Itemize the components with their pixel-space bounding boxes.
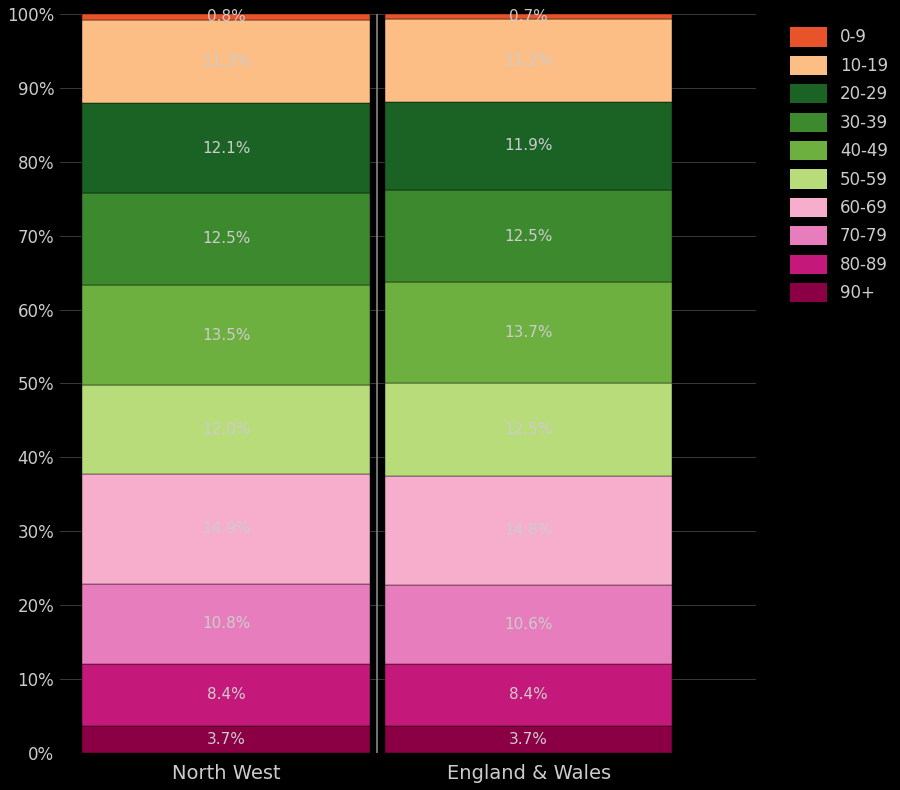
Bar [385, 725, 672, 753]
Text: 14.8%: 14.8% [505, 523, 553, 538]
Legend: 0-9, 10-19, 20-29, 30-39, 40-49, 50-59, 60-69, 70-79, 80-89, 90+: 0-9, 10-19, 20-29, 30-39, 40-49, 50-59, … [785, 22, 893, 307]
Text: 10.6%: 10.6% [505, 617, 553, 632]
Text: 11.2%: 11.2% [505, 53, 553, 68]
Bar [385, 102, 672, 190]
Text: 14.9%: 14.9% [202, 521, 250, 536]
Text: 8.4%: 8.4% [207, 687, 246, 702]
Text: 12.5%: 12.5% [505, 422, 553, 437]
Text: 8.4%: 8.4% [509, 687, 548, 702]
Bar [385, 14, 672, 19]
Bar [385, 190, 672, 282]
Bar [385, 19, 672, 102]
Bar [83, 725, 370, 753]
Bar [385, 585, 672, 664]
Bar [83, 193, 370, 285]
Text: 12.5%: 12.5% [202, 231, 250, 246]
Bar [83, 285, 370, 385]
Bar [385, 664, 672, 725]
Text: 0.7%: 0.7% [509, 9, 548, 24]
Text: 10.8%: 10.8% [202, 616, 250, 631]
Text: 3.7%: 3.7% [509, 732, 548, 747]
Text: 12.5%: 12.5% [505, 228, 553, 243]
Text: 0.8%: 0.8% [207, 9, 246, 24]
Text: 12.0%: 12.0% [202, 422, 250, 437]
Bar [385, 476, 672, 585]
Bar [83, 473, 370, 584]
Bar [83, 103, 370, 193]
Text: 12.1%: 12.1% [202, 141, 250, 156]
Text: 13.7%: 13.7% [505, 325, 553, 340]
Bar [83, 584, 370, 664]
Text: 11.3%: 11.3% [202, 54, 250, 69]
Bar [83, 385, 370, 473]
Text: 3.7%: 3.7% [207, 732, 246, 747]
Bar [83, 664, 370, 725]
Text: 13.5%: 13.5% [202, 328, 250, 343]
Bar [83, 14, 370, 20]
Bar [385, 282, 672, 383]
Bar [385, 383, 672, 476]
Bar [83, 20, 370, 103]
Text: 11.9%: 11.9% [505, 138, 553, 153]
